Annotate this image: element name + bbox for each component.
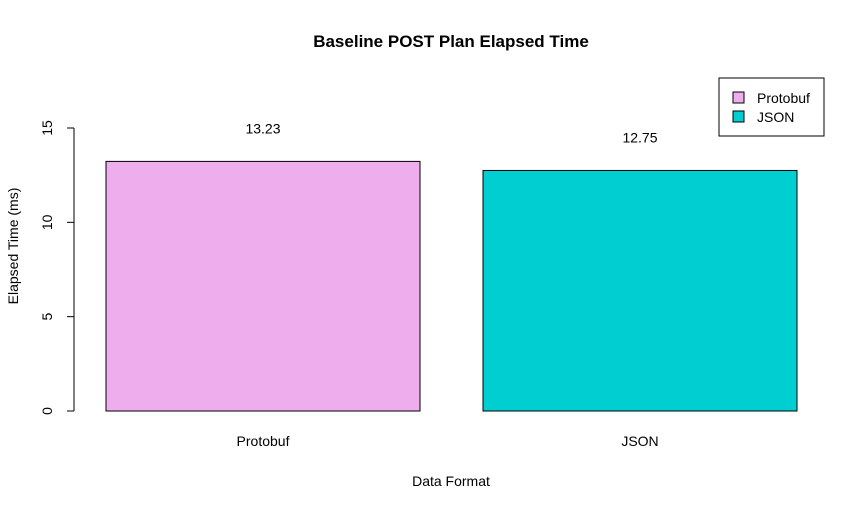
- legend-swatch: [732, 110, 745, 123]
- legend-entry: JSON: [757, 109, 794, 125]
- bar-protobuf: [105, 160, 421, 412]
- y-axis-label: Elapsed Time (ms): [5, 188, 21, 305]
- y-tick-label: 15: [39, 120, 55, 136]
- y-tick-label: 0: [39, 407, 55, 415]
- data-label: 13.23: [245, 120, 280, 136]
- data-label: 12.75: [622, 129, 657, 145]
- bar-json: [482, 169, 798, 412]
- x-tick-label: Protobuf: [237, 433, 290, 449]
- y-tick-label: 5: [39, 313, 55, 321]
- y-axis: 0 5 10 15: [39, 120, 75, 415]
- chart-title: Baseline POST Plan Elapsed Time: [313, 32, 589, 51]
- legend-swatch: [732, 91, 745, 104]
- legend: Protobuf JSON: [718, 77, 825, 137]
- x-tick-label: JSON: [621, 433, 658, 449]
- legend-box: [718, 77, 825, 137]
- y-tick-label: 10: [39, 214, 55, 230]
- legend-entry: Protobuf: [757, 90, 810, 106]
- x-axis-label: Data Format: [412, 473, 490, 489]
- bars-group: 13.23 Protobuf 12.75 JSON: [105, 120, 798, 449]
